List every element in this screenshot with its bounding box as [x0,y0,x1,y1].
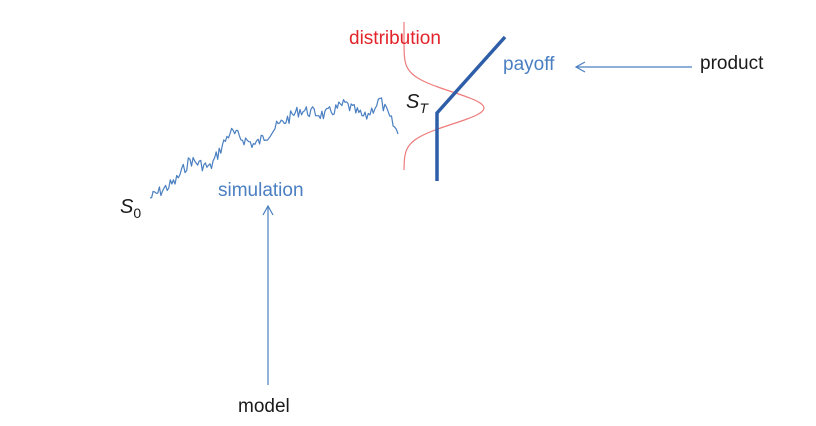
distribution-label: distribution [349,28,441,49]
product-label: product [700,53,764,74]
model-arrow [262,204,274,385]
product-arrow [574,61,692,73]
model-label: model [238,396,290,417]
payoff-function [435,35,507,181]
distribution-curve [403,22,485,171]
simulation-path [149,97,399,199]
payoff-label: payoff [503,54,555,75]
s0-label: S0 [120,196,141,221]
simulation-label: simulation [218,180,304,201]
st-label: ST [406,91,429,116]
